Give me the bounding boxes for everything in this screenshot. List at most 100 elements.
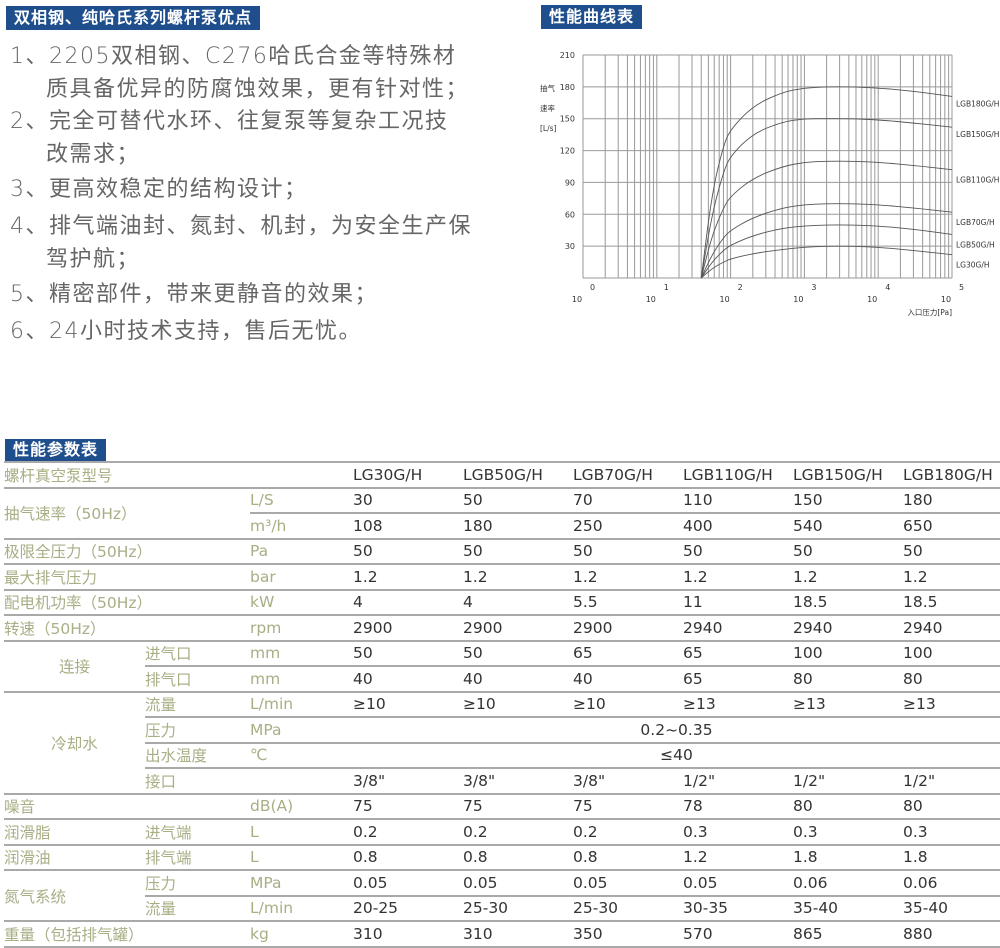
row-unit: m³/h bbox=[250, 512, 353, 539]
cell-value: 0.8 bbox=[463, 843, 573, 870]
cell-value: 110 bbox=[683, 486, 793, 513]
y-tick-label: 210 bbox=[560, 51, 575, 60]
row-sub-label: 压力 bbox=[145, 716, 250, 743]
cell-value: 25-30 bbox=[463, 894, 573, 921]
advantage-item-continued: 质具备优异的防腐蚀效果，更有针对性； bbox=[46, 77, 470, 102]
cell-value: 50 bbox=[463, 639, 573, 666]
cell-value: 0.3 bbox=[903, 818, 1000, 845]
cell-value: 50 bbox=[463, 537, 573, 564]
cell-value: 1.2 bbox=[903, 563, 1000, 590]
table-row: 排气口 mm 40 40 40 65 80 80 bbox=[4, 665, 1000, 692]
y-tick-label: 120 bbox=[560, 147, 575, 156]
cell-value: ≥10 bbox=[353, 690, 463, 717]
row-unit: ℃ bbox=[250, 741, 353, 768]
row-group-label: 润滑油 bbox=[4, 843, 145, 870]
series-line bbox=[700, 160, 953, 279]
row-sub-label: 进气口 bbox=[145, 639, 250, 666]
cell-value: 80 bbox=[903, 665, 1000, 692]
cell-value: 0.2 bbox=[353, 818, 463, 845]
row-unit: L bbox=[250, 843, 353, 870]
row-unit: rpm bbox=[250, 614, 353, 641]
x-tick-base: 10 bbox=[572, 295, 582, 304]
x-tick-base: 10 bbox=[941, 295, 951, 304]
row-unit: dB(A) bbox=[250, 792, 353, 819]
spec-table: 螺杆真空泵型号 LG30G/H LGB50G/H LGB70G/H LGB110G/H L… bbox=[4, 461, 1000, 948]
cell-value: 0.05 bbox=[463, 869, 573, 896]
row-unit: L bbox=[250, 818, 353, 845]
row-group-label: 噪音 bbox=[4, 792, 250, 819]
cell-value: 1.2 bbox=[463, 563, 573, 590]
y-axis-label: 抽气 bbox=[540, 83, 555, 93]
cell-value: 35-40 bbox=[903, 894, 1000, 921]
table-row: 压力 MPa 0.2~0.35 bbox=[4, 716, 1000, 743]
row-group-label: 配电机功率（50Hz） bbox=[4, 588, 250, 615]
cell-value: ≥10 bbox=[463, 690, 573, 717]
row-unit bbox=[250, 767, 353, 794]
cell-value: 40 bbox=[463, 665, 573, 692]
row-unit: kg bbox=[250, 920, 353, 948]
series-line bbox=[700, 118, 953, 279]
cell-value: 40 bbox=[353, 665, 463, 692]
cell-value: 3/8" bbox=[463, 767, 573, 794]
table-header-row: 螺杆真空泵型号 LG30G/H LGB50G/H LGB70G/H LGB110G/H L… bbox=[4, 461, 1000, 488]
cell-value: 25-30 bbox=[573, 894, 683, 921]
row-sub-label: 进气端 bbox=[145, 818, 250, 845]
chart-heading: 性能曲线表 bbox=[541, 5, 643, 29]
cell-value: 1.2 bbox=[353, 563, 463, 590]
cell-value: ≥13 bbox=[683, 690, 793, 717]
cell-value: 650 bbox=[903, 512, 1000, 539]
cell-value: 1.2 bbox=[573, 563, 683, 590]
cell-value: 1.2 bbox=[683, 843, 793, 870]
cell-value: 65 bbox=[573, 639, 683, 666]
cell-value: 5.5 bbox=[573, 588, 683, 615]
series-line bbox=[700, 203, 953, 279]
advantages-heading: 双相钢、纯哈氏系列螺杆泵优点 bbox=[6, 6, 261, 30]
y-tick-label: 60 bbox=[565, 210, 575, 219]
advantage-item: 2、完全可替代水环、往复泵等复杂工况技 bbox=[10, 109, 449, 134]
cell-value: 0.3 bbox=[793, 818, 903, 845]
cell-value: 100 bbox=[793, 639, 903, 666]
cell-value: 1.2 bbox=[793, 563, 903, 590]
series-label: LGB180G/H bbox=[956, 99, 999, 108]
table-row: 重量（包括排气罐） kg 310 310 350 570 865 880 bbox=[4, 920, 1000, 948]
cell-value: 30 bbox=[353, 486, 463, 513]
table-row: 噪音 dB(A) 75 75 75 78 80 80 bbox=[4, 792, 1000, 819]
cell-value: 1.8 bbox=[903, 843, 1000, 870]
series-label: LGB50G/H bbox=[956, 240, 995, 249]
cell-value: 540 bbox=[793, 512, 903, 539]
cell-value: 50 bbox=[573, 537, 683, 564]
series-label: LGB150G/H bbox=[956, 130, 999, 139]
model-name: LGB70G/H bbox=[573, 461, 683, 488]
row-sub-label: 流量 bbox=[145, 690, 250, 717]
row-unit: L/min bbox=[250, 690, 353, 717]
advantage-item-continued: 改需求； bbox=[46, 142, 141, 167]
header-label: 螺杆真空泵型号 bbox=[4, 461, 353, 488]
table-row: 极限全压力（50Hz） Pa 50 50 50 50 50 50 bbox=[4, 537, 1000, 564]
cell-value: 1.8 bbox=[793, 843, 903, 870]
cell-value: 1/2" bbox=[683, 767, 793, 794]
row-unit: L/min bbox=[250, 894, 353, 921]
cell-value: 75 bbox=[573, 792, 683, 819]
table-row: 接口 3/8" 3/8" 3/8" 1/2" 1/2" 1/2" bbox=[4, 767, 1000, 794]
series-label: LG30G/H bbox=[956, 261, 990, 270]
table-row: 抽气速率（50Hz） L/S 30 50 70 110 150 180 bbox=[4, 486, 1000, 539]
cell-value: 50 bbox=[793, 537, 903, 564]
cell-value: 78 bbox=[683, 792, 793, 819]
y-tick-label: 90 bbox=[565, 178, 575, 187]
row-unit: L/S bbox=[250, 486, 353, 513]
series-label: LGB70G/H bbox=[956, 218, 995, 227]
row-group-label: 转速（50Hz） bbox=[4, 614, 250, 641]
cell-value: 350 bbox=[573, 920, 683, 948]
table-row: 转速（50Hz） rpm 2900 2900 2900 2940 2940 2940 bbox=[4, 614, 1000, 641]
cell-value: 75 bbox=[463, 792, 573, 819]
model-name: LGB180G/H bbox=[903, 461, 1000, 488]
row-unit: mm bbox=[250, 665, 353, 692]
cell-value: 80 bbox=[793, 792, 903, 819]
row-group-label: 最大排气压力 bbox=[4, 563, 250, 590]
cell-value: 2940 bbox=[903, 614, 1000, 641]
cell-value: 0.05 bbox=[683, 869, 793, 896]
table-row: 出水温度 ℃ ≤40 bbox=[4, 741, 1000, 768]
cell-value: 4 bbox=[353, 588, 463, 615]
row-group-label: 极限全压力（50Hz） bbox=[4, 537, 250, 564]
cell-value: 0.05 bbox=[353, 869, 463, 896]
